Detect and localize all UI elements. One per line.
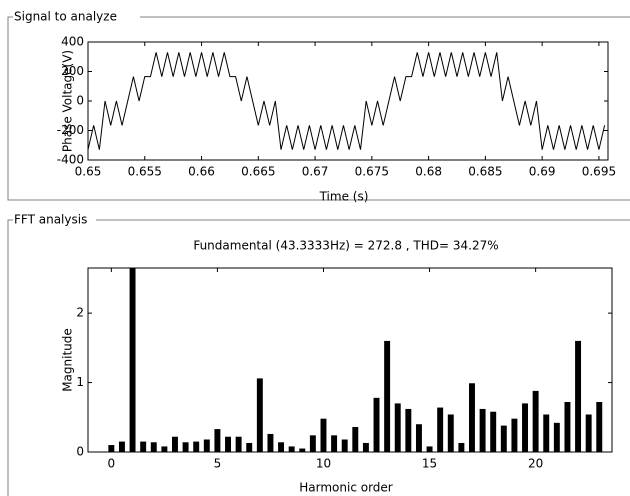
bar <box>352 427 359 452</box>
bar <box>585 414 592 452</box>
bar <box>246 442 253 452</box>
bar <box>182 442 189 452</box>
plot-data <box>88 52 606 150</box>
x-tick-label: 0.68 <box>415 165 442 179</box>
x-tick-label: 0.665 <box>241 165 275 179</box>
bar <box>553 422 560 452</box>
bar <box>278 442 285 452</box>
bar <box>140 441 147 452</box>
x-tick-label: 15 <box>422 457 437 471</box>
bar <box>288 446 295 452</box>
bar <box>522 403 528 452</box>
bar <box>129 268 136 452</box>
x-tick-label: 0.67 <box>302 165 329 179</box>
x-tick-label: 0.655 <box>128 165 162 179</box>
y-tick-label: 1 <box>76 375 84 389</box>
bar <box>543 414 550 452</box>
y-axis-label: Magnitude <box>61 328 75 392</box>
bar <box>564 402 571 452</box>
panel-title: Signal to analyze <box>14 10 117 24</box>
bar <box>309 435 316 452</box>
bar <box>362 442 369 452</box>
bar <box>225 436 231 452</box>
panel-frame <box>7 219 630 496</box>
y-tick-label: 200 <box>61 64 84 78</box>
bar <box>214 429 221 452</box>
x-tick-label: 0.65 <box>75 165 102 179</box>
bar <box>532 390 539 452</box>
bar <box>150 442 157 452</box>
bar <box>384 340 391 452</box>
panel-title: FFT analysis <box>14 213 87 227</box>
bar <box>341 439 348 452</box>
y-tick-label: 0 <box>76 94 84 108</box>
bar <box>299 448 306 452</box>
bar <box>193 441 200 452</box>
x-axis-label: Time (s) <box>319 190 369 204</box>
bar <box>458 442 465 452</box>
bar <box>235 436 242 452</box>
x-tick-label: 5 <box>214 457 222 471</box>
bar <box>500 425 507 452</box>
bar <box>596 402 603 452</box>
signal-line <box>88 52 606 150</box>
y-tick-label: -200 <box>57 123 84 137</box>
y-tick-label: 2 <box>76 306 84 320</box>
bar <box>479 408 486 452</box>
bar <box>373 397 380 452</box>
x-tick-label: 0.695 <box>582 165 616 179</box>
bar <box>405 408 412 452</box>
bar <box>469 383 475 452</box>
bar <box>437 407 444 452</box>
x-tick-label: 0.66 <box>188 165 215 179</box>
x-tick-label: 10 <box>316 457 331 471</box>
bar <box>490 411 497 452</box>
bar <box>320 418 327 452</box>
bar <box>203 439 210 452</box>
bar <box>256 378 263 452</box>
bar <box>447 414 454 452</box>
bar <box>331 435 338 452</box>
y-tick-label: 400 <box>61 35 84 49</box>
x-tick-label: 0.685 <box>468 165 502 179</box>
bar <box>118 441 125 452</box>
bar <box>267 433 274 452</box>
y-tick-label: -400 <box>57 153 84 167</box>
bar <box>415 424 422 452</box>
bar <box>161 446 168 452</box>
x-tick-label: 0.69 <box>529 165 556 179</box>
axes-box <box>87 267 613 453</box>
bar <box>394 403 401 452</box>
x-axis-label: Harmonic order <box>299 481 393 495</box>
x-tick-label: 0.675 <box>355 165 389 179</box>
bar <box>511 418 518 452</box>
y-tick-label: 0 <box>76 445 84 459</box>
chart-title: Fundamental (43.3333Hz) = 272.8 , THD= 3… <box>193 239 498 253</box>
x-tick-label: 0 <box>108 457 116 471</box>
bar <box>172 436 178 452</box>
x-tick-label: 20 <box>528 457 543 471</box>
y-axis-label: Phase Voltage(V) <box>61 50 75 152</box>
bar <box>575 340 582 452</box>
panel-frame <box>7 16 630 201</box>
